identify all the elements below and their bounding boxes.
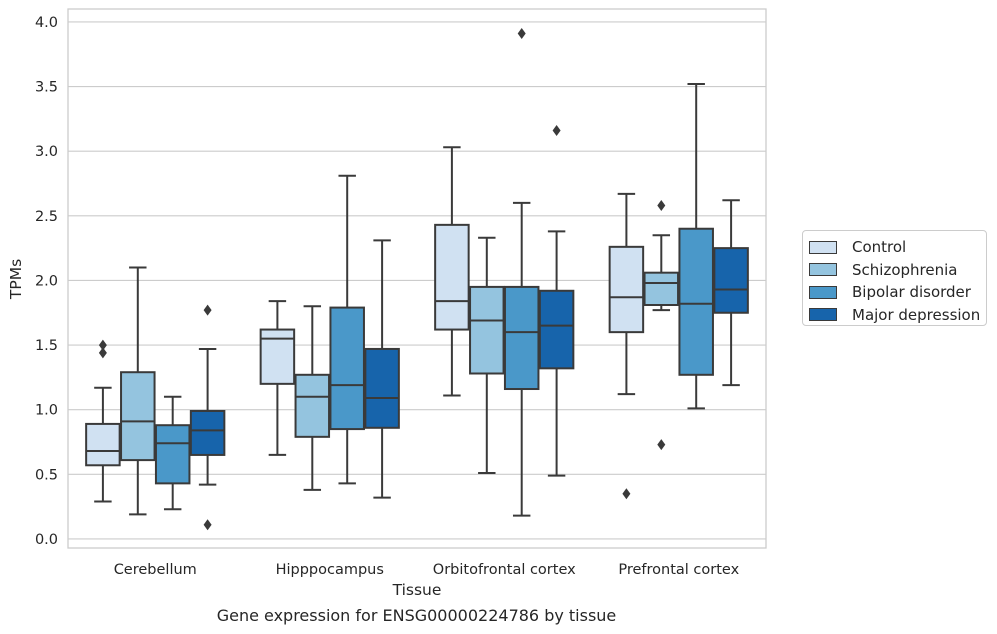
legend-label: Major depression (852, 305, 981, 324)
plot-frame (67, 8, 767, 549)
box-schizophrenia-2 (469, 236, 505, 475)
box-control-2 (434, 146, 470, 397)
box-iqr (364, 347, 400, 429)
y-tick-label: 2.0 (35, 273, 58, 289)
y-tick-label: 1.5 (35, 338, 58, 354)
box-major-depression-0 (189, 304, 226, 531)
box-schizophrenia-0 (120, 266, 156, 516)
box-control-3 (608, 192, 645, 500)
box-control-1 (259, 300, 296, 456)
legend-swatch (809, 240, 837, 254)
x-axis-label: Tissue (392, 581, 442, 599)
box-bipolar-disorder-3 (678, 82, 714, 410)
y-tick-labels: 0.0 0.5 1.0 1.5 2.0 2.5 3.0 3.5 4.0 (35, 15, 58, 548)
outlier-point (98, 347, 107, 359)
y-tick-label: 2.5 (35, 209, 58, 225)
x-tick-label: Cerebellum (114, 562, 197, 578)
x-tick-labels: Cerebellum Hipppocampus Orbitofrontal cort… (114, 562, 740, 578)
figure-caption: Gene expression for ENSG00000224786 by t… (216, 606, 617, 625)
box-iqr (294, 373, 331, 438)
legend-item: Schizophrenia (809, 259, 986, 282)
legend-swatch (809, 308, 837, 322)
box-iqr (329, 306, 365, 431)
y-tick-label: 0.5 (35, 467, 58, 483)
box-iqr (608, 245, 645, 334)
x-tick-label: Hipppocampus (276, 562, 384, 578)
box-iqr (189, 409, 226, 456)
box-major-depression-1 (364, 239, 400, 499)
box-iqr (434, 223, 470, 331)
box-iqr (120, 371, 156, 462)
box-bipolar-disorder-2 (503, 28, 540, 517)
box-iqr (503, 285, 540, 391)
box-bipolar-disorder-0 (154, 395, 191, 511)
outlier-point (203, 519, 212, 531)
box-major-depression-3 (713, 199, 749, 387)
box-iqr (643, 271, 680, 306)
box-schizophrenia-1 (294, 305, 331, 491)
box-major-depression-2 (538, 125, 575, 477)
legend: Control Schizophrenia Bipolar disorder Majo… (802, 230, 987, 326)
y-tick-label: 0.0 (35, 532, 58, 548)
outlier-point (622, 488, 631, 500)
box-iqr (538, 289, 575, 370)
box-iqr (713, 247, 749, 314)
box-iqr (154, 424, 191, 485)
outlier-point (657, 199, 666, 211)
outlier-point (517, 28, 526, 40)
legend-label: Schizophrenia (852, 260, 958, 279)
legend-item: Control (809, 236, 986, 259)
x-tick-label: Prefrontal cortex (618, 562, 739, 578)
y-axis-label: TPMs (7, 259, 25, 300)
outlier-point (98, 339, 107, 351)
legend-item: Major depression (809, 304, 986, 327)
x-tick-label: Orbitofrontal cortex (433, 562, 576, 578)
box-iqr (678, 227, 714, 376)
outlier-point (657, 439, 666, 451)
box-schizophrenia-3 (643, 199, 680, 451)
y-tick-label: 3.0 (35, 144, 58, 160)
y-tick-label: 4.0 (35, 15, 58, 31)
y-tick-label: 3.5 (35, 80, 58, 96)
box-plots (85, 28, 749, 531)
box-bipolar-disorder-1 (329, 174, 365, 485)
legend-item: Bipolar disorder (809, 281, 986, 304)
legend-swatch (809, 263, 837, 277)
legend-swatch (809, 285, 837, 299)
box-control-0 (85, 339, 121, 503)
y-tick-label: 1.0 (35, 403, 58, 419)
box-iqr (469, 285, 505, 375)
box-iqr (85, 422, 121, 467)
legend-label: Bipolar disorder (852, 283, 971, 302)
outlier-point (203, 304, 212, 316)
outlier-point (552, 125, 561, 137)
legend-label: Control (852, 238, 907, 257)
